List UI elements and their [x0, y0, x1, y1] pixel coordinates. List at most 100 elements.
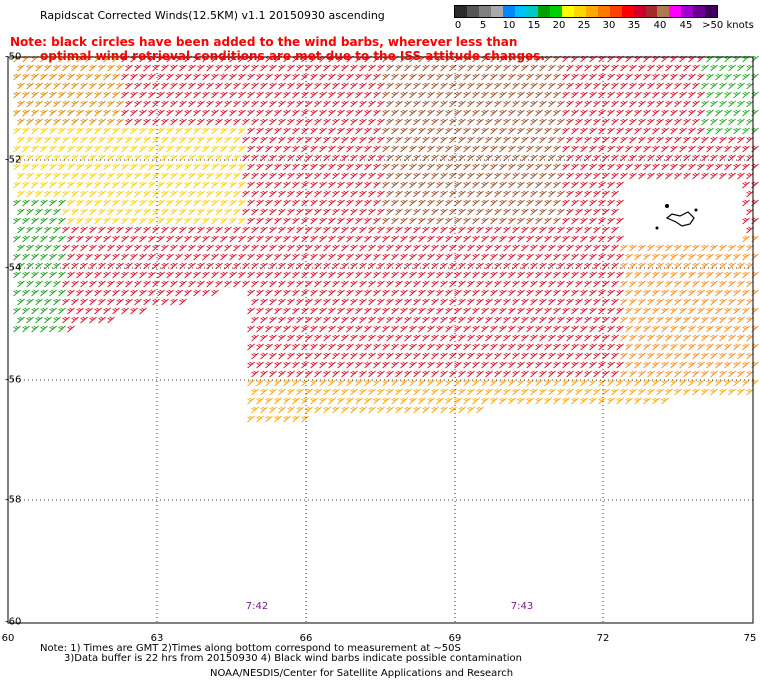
wind-barb [409, 127, 417, 135]
wind-barb [710, 244, 718, 252]
wind-barb [341, 172, 349, 180]
wind-barb [139, 127, 147, 135]
y-tick-minus52: -52 [5, 154, 22, 166]
wind-barb [269, 280, 277, 288]
wind-barb [521, 226, 529, 234]
wind-barb [260, 370, 268, 378]
wind-barb [175, 91, 183, 99]
wind-barb [661, 289, 669, 297]
wind-barb [269, 316, 277, 324]
wind-barb [386, 262, 394, 270]
wind-barb [697, 379, 705, 387]
wind-barb [116, 298, 124, 306]
wind-barb [746, 118, 754, 126]
wind-barb [503, 226, 511, 234]
wind-barb [170, 262, 178, 270]
wind-barb [292, 397, 300, 405]
wind-barb [485, 82, 493, 90]
wind-barb [553, 73, 561, 81]
wind-barb [634, 361, 642, 369]
wind-barb [71, 118, 79, 126]
wind-barb [80, 172, 88, 180]
wind-barb [472, 91, 480, 99]
wind-barb [724, 109, 732, 117]
wind-barb [283, 199, 291, 207]
wind-barb [35, 82, 43, 90]
wind-barb [724, 91, 732, 99]
wind-barb [260, 280, 268, 288]
wind-barb [683, 316, 691, 324]
wind-barb [179, 208, 187, 216]
wind-barb [301, 325, 309, 333]
wind-barb [476, 388, 484, 396]
colorbar-swatch [502, 6, 515, 17]
wind-barb [67, 145, 75, 153]
wind-barb [643, 397, 651, 405]
wind-barb [589, 181, 597, 189]
wind-barb [49, 109, 57, 117]
wind-barb [548, 100, 556, 108]
wind-barb [148, 199, 156, 207]
wind-barb [256, 325, 264, 333]
wind-barb [287, 280, 295, 288]
wind-barb [530, 370, 538, 378]
wind-barb [436, 217, 444, 225]
wind-barb [746, 388, 754, 396]
wind-barb [503, 316, 511, 324]
wind-barb [346, 109, 354, 117]
wind-barb [449, 100, 457, 108]
wind-barb [269, 244, 277, 252]
wind-barb [80, 64, 88, 72]
wind-barb [224, 226, 232, 234]
wind-barb [35, 136, 43, 144]
wind-barb [319, 379, 327, 387]
wind-barb [472, 271, 480, 279]
wind-barb [328, 73, 336, 81]
wind-barb [652, 289, 660, 297]
wind-barb [472, 307, 480, 315]
wind-barb [512, 64, 520, 72]
wind-barb [611, 136, 619, 144]
wind-barb [323, 352, 331, 360]
wind-barb [58, 199, 66, 207]
wind-barb [278, 280, 286, 288]
wind-barb [377, 64, 385, 72]
wind-barb [485, 100, 493, 108]
wind-barb [409, 397, 417, 405]
wind-barb [22, 109, 30, 117]
wind-barb [373, 163, 381, 171]
wind-barb [368, 316, 376, 324]
wind-barb [184, 91, 192, 99]
wind-barb [481, 271, 489, 279]
wind-barb [202, 91, 210, 99]
wind-barb [364, 163, 372, 171]
wind-barb [472, 199, 480, 207]
wind-barb [647, 118, 655, 126]
wind-barb [13, 271, 21, 279]
wind-barb [557, 100, 565, 108]
wind-barb [634, 109, 642, 117]
wind-barb [22, 145, 30, 153]
wind-barb [539, 100, 547, 108]
wind-barb [670, 325, 678, 333]
wind-barb [413, 208, 421, 216]
wind-barb [391, 181, 399, 189]
wind-barb [94, 181, 102, 189]
footnote-line-1: Note: 1) Times are GMT 2)Times along bot… [40, 643, 461, 654]
wind-barb [517, 379, 525, 387]
wind-barb [593, 334, 601, 342]
wind-barb [508, 253, 516, 261]
wind-barb [13, 181, 21, 189]
wind-barb [368, 298, 376, 306]
wind-barb [386, 388, 394, 396]
wind-barb [382, 127, 390, 135]
wind-barb [584, 298, 592, 306]
wind-barb [517, 127, 525, 135]
wind-barb [665, 118, 673, 126]
wind-barb [526, 235, 534, 243]
wind-barb [535, 379, 543, 387]
wind-barb [355, 361, 363, 369]
wind-barb [202, 73, 210, 81]
wind-barb [440, 226, 448, 234]
wind-barb [206, 64, 214, 72]
